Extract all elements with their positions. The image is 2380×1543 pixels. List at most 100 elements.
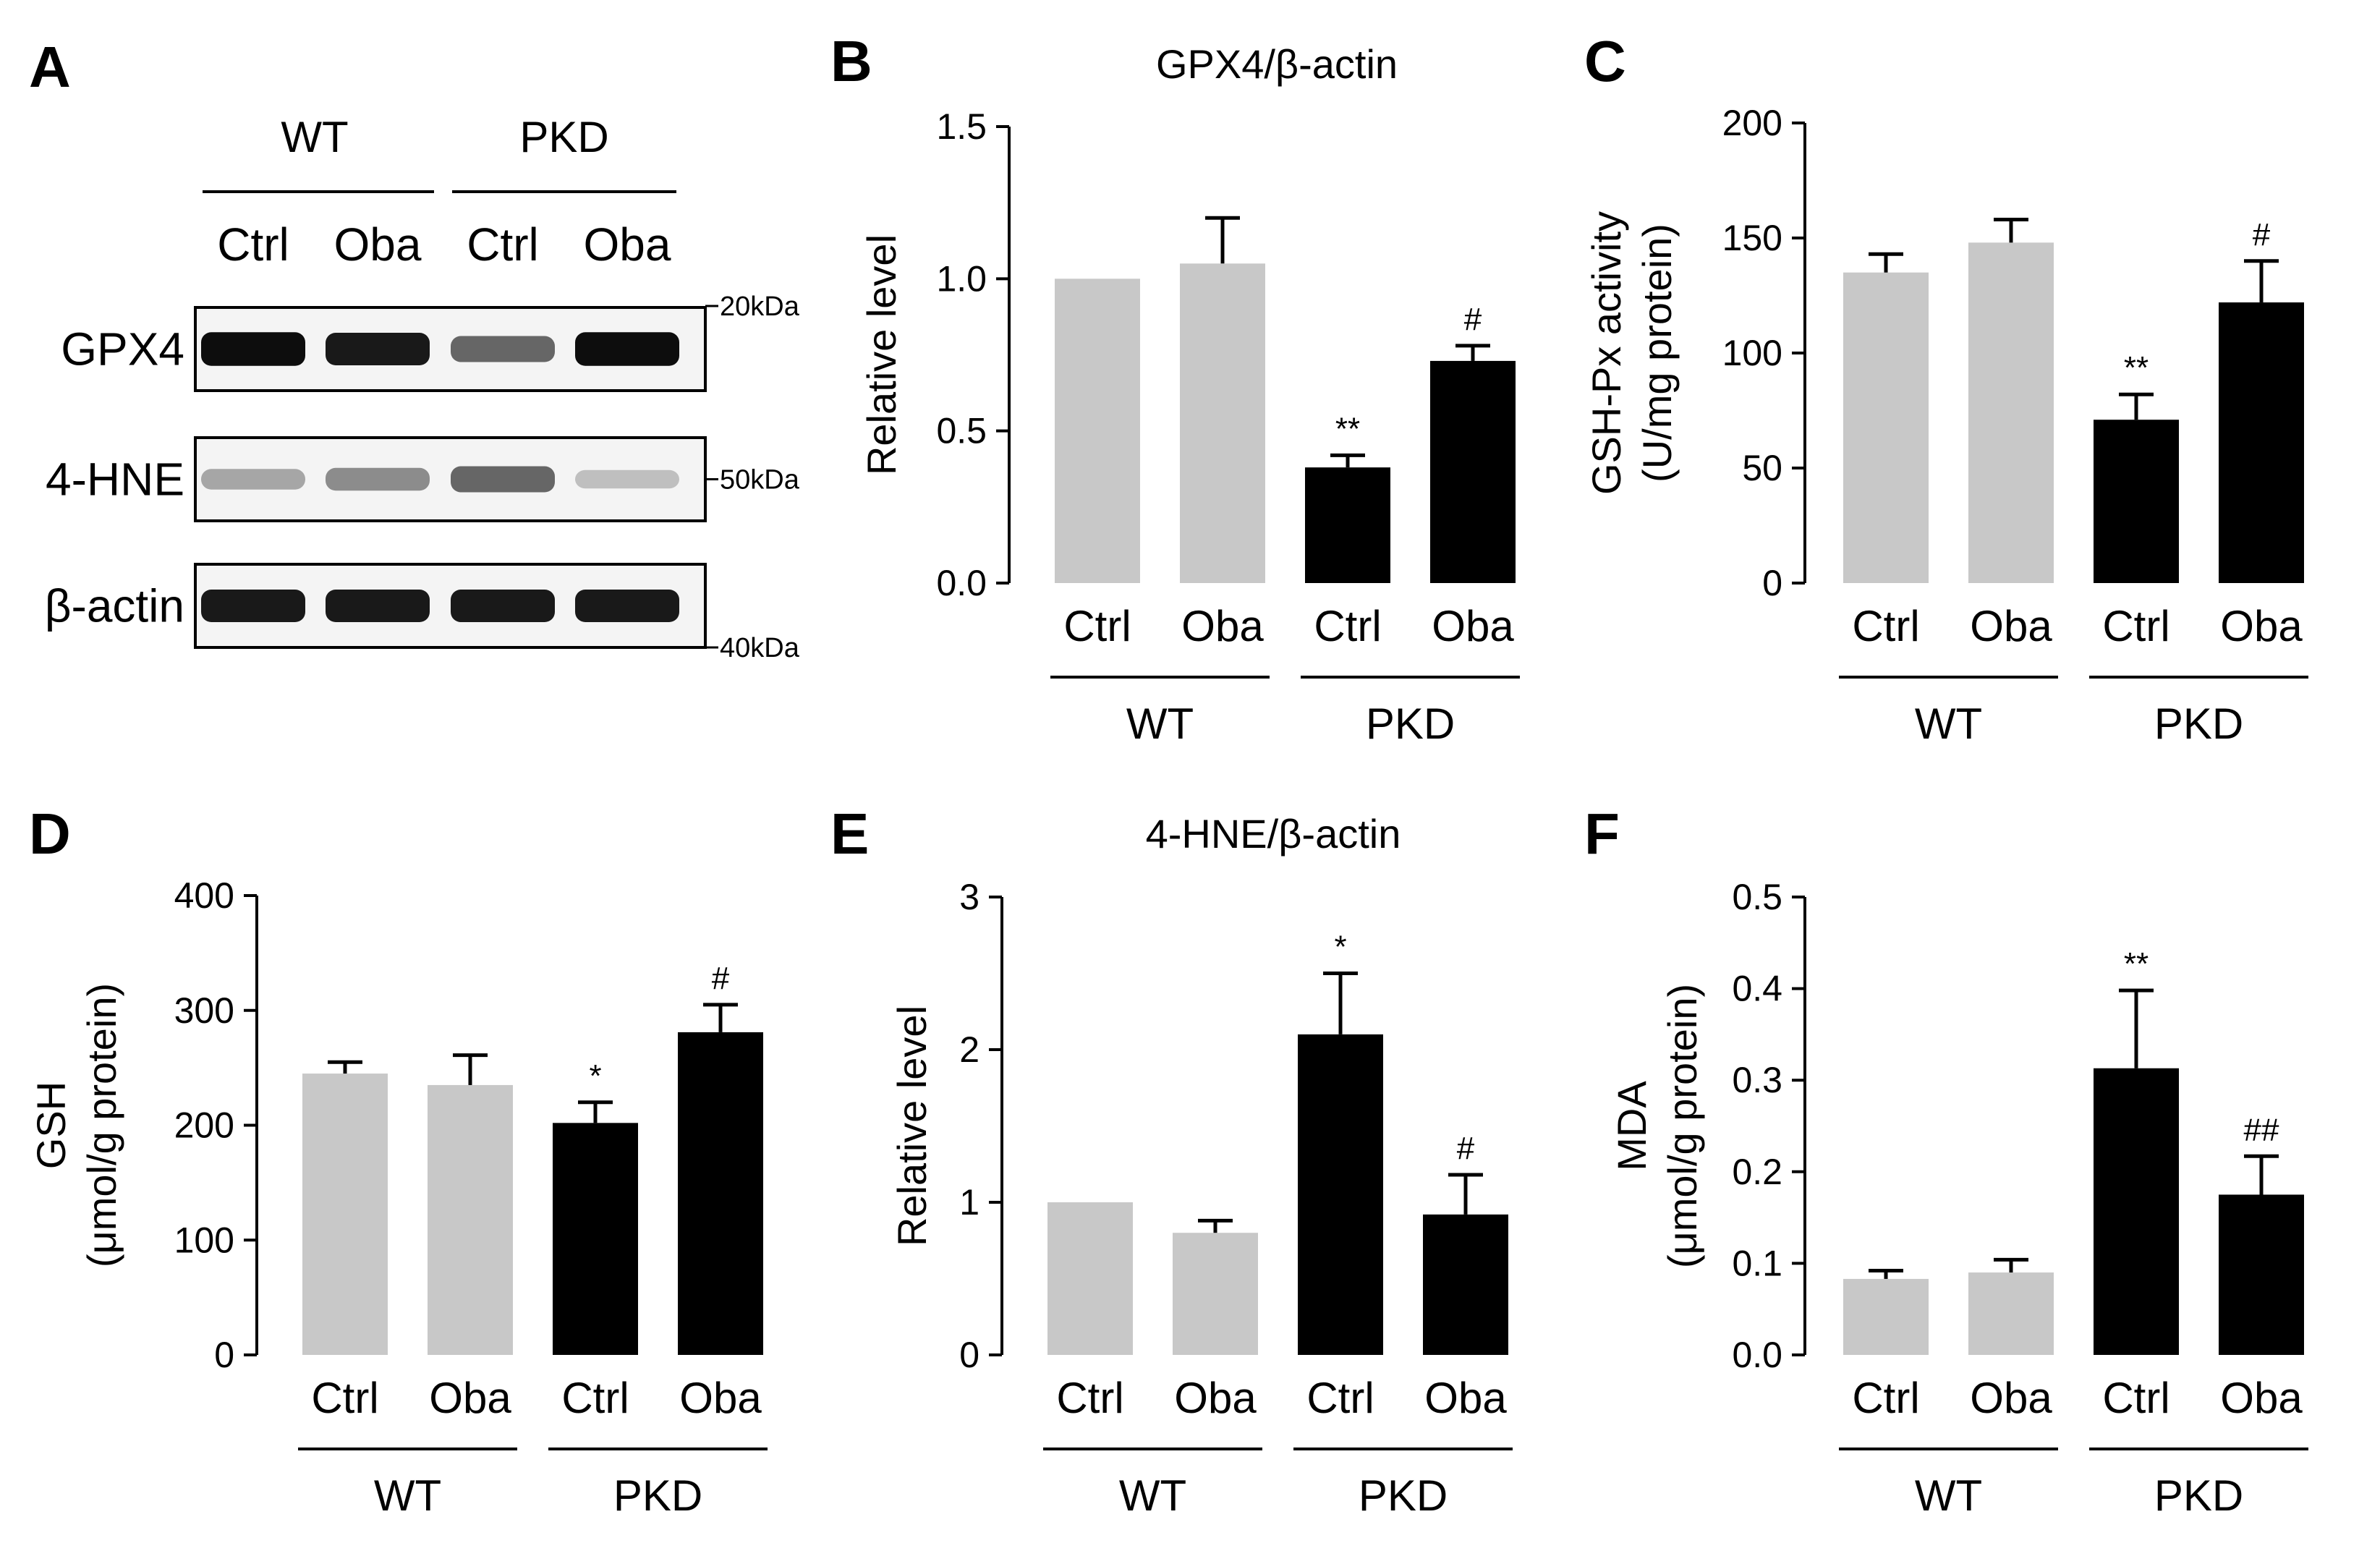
x-category-label: Ctrl (1063, 602, 1131, 650)
y-tick-label: 0.1 (1732, 1243, 1782, 1283)
blot-band (451, 466, 555, 493)
y-tick-label: 0.4 (1732, 969, 1782, 1009)
panel-label-a: A (29, 35, 71, 99)
group-label: PKD (613, 1471, 702, 1520)
panel-f-mda-chart: F 0.0 0.1 0.2 0.3 0.4 0.5 MDA (μmol/g protein) Ct… (1584, 802, 2308, 1520)
y-tick-label: 3 (959, 877, 979, 917)
y-axis-title: (μmol/g protein) (1659, 984, 1705, 1268)
x-category-label: Ctrl (2102, 602, 2169, 650)
bar (1055, 279, 1140, 583)
group-label: WT (1126, 700, 1194, 748)
bar (1968, 1272, 2054, 1355)
x-category-label: Ctrl (1056, 1374, 1123, 1422)
bar (2094, 420, 2179, 583)
group-label: PKD (1359, 1471, 1448, 1520)
group-label: PKD (2154, 700, 2243, 748)
y-tick-label: 1.0 (936, 258, 987, 299)
blot-group-label: PKD (519, 113, 608, 161)
panel-label-b: B (830, 29, 872, 93)
y-tick-label: 400 (174, 875, 234, 916)
chart-title: 4-HNE/β-actin (1146, 811, 1401, 856)
blot-row-label: β-actin (45, 580, 184, 632)
group-label: WT (1915, 1471, 1982, 1520)
significance-marker: * (589, 1058, 601, 1094)
y-tick-label: 200 (1722, 103, 1782, 143)
y-tick-label: 100 (1722, 333, 1782, 373)
y-tick-label: 1.5 (936, 106, 987, 147)
y-tick-label: 50 (1742, 448, 1782, 488)
blot-lane-label: Oba (334, 218, 422, 271)
bar (1047, 1202, 1133, 1355)
x-category-label: Ctrl (1314, 602, 1381, 650)
significance-marker: # (1457, 1131, 1475, 1166)
panel-label-c: C (1584, 29, 1626, 93)
y-tick-label: 2 (959, 1029, 979, 1070)
bar (428, 1084, 513, 1355)
y-tick-label: 0.5 (936, 411, 987, 451)
blot-band (326, 333, 430, 365)
group-label: WT (1119, 1471, 1186, 1520)
blot-band (451, 336, 555, 362)
bar (2094, 1068, 2179, 1355)
panel-a-western-blot: A WT PKD Ctrl Oba Ctrl Oba GPX4 20kDa 4-HNE 50kDa… (29, 35, 800, 663)
bar (1305, 467, 1390, 583)
blot-lane-label: Ctrl (217, 218, 289, 271)
blot-band (201, 332, 305, 366)
x-category-label: Ctrl (2102, 1374, 2169, 1422)
group-label: WT (1915, 700, 1982, 748)
x-category-label: Oba (2220, 602, 2303, 650)
y-axis-title: (U/mg protein) (1634, 224, 1680, 483)
y-axis-title: (μmol/g protein) (79, 983, 124, 1267)
bar (1843, 1278, 1929, 1355)
blot-row-label: GPX4 (61, 323, 184, 375)
bar (2219, 1194, 2304, 1355)
panel-b-gpx4-chart: B GPX4/β-actin 0.0 0.5 1.0 1.5 Relative level C… (830, 29, 1520, 748)
significance-marker: ** (2124, 350, 2149, 386)
bar (302, 1074, 388, 1355)
blot-band (575, 469, 679, 489)
significance-marker: # (2253, 217, 2271, 252)
blot-band (201, 469, 305, 490)
panel-e-4hne-chart: E 4-HNE/β-actin 0 1 2 3 Relative level Ctrl Oba *… (830, 802, 1513, 1520)
x-category-label: Ctrl (1306, 1374, 1374, 1422)
y-tick-label: 1 (959, 1182, 979, 1223)
y-tick-label: 300 (174, 990, 234, 1031)
bar (1968, 242, 2054, 583)
blot-group-label: WT (281, 113, 348, 161)
x-category-label: Oba (1181, 602, 1264, 650)
bar (2219, 302, 2304, 583)
panel-c-gsh-px-chart: C 0 50 100 150 200 GSH-Px activity (U/mg protei… (1584, 29, 2308, 748)
panel-label-d: D (29, 802, 71, 866)
y-axis-title: GSH (28, 1081, 74, 1169)
blot-band (451, 590, 555, 622)
bar (1843, 272, 1929, 583)
x-category-label: Oba (429, 1374, 511, 1422)
bar (1430, 360, 1516, 583)
significance-marker: # (712, 961, 730, 996)
blot-marker-label: 40kDa (720, 633, 800, 663)
panel-d-gsh-chart: D 0 100 200 300 400 GSH (μmol/g protein) Ctrl Oba… (28, 802, 768, 1520)
y-tick-label: 0 (214, 1335, 234, 1375)
significance-marker: ** (1335, 411, 1360, 446)
significance-marker: * (1334, 930, 1346, 965)
y-axis-title: MDA (1609, 1081, 1654, 1171)
bar (1423, 1214, 1508, 1355)
y-tick-label: 0.0 (936, 563, 987, 603)
y-tick-label: 0 (1762, 563, 1782, 603)
x-category-label: Ctrl (311, 1374, 378, 1422)
chart-title: GPX4/β-actin (1156, 41, 1398, 87)
y-tick-label: 200 (174, 1105, 234, 1146)
y-axis-title: GSH-Px activity (1584, 211, 1629, 495)
y-tick-label: 100 (174, 1220, 234, 1260)
y-tick-label: 0.3 (1732, 1060, 1782, 1100)
bar (1173, 1233, 1258, 1355)
panel-label-e: E (830, 802, 869, 866)
blot-band (201, 590, 305, 622)
bar (678, 1032, 763, 1355)
x-category-label: Oba (2220, 1374, 2303, 1422)
bar (1298, 1034, 1383, 1355)
group-label: WT (374, 1471, 441, 1520)
blot-lane-label: Ctrl (467, 218, 539, 271)
y-axis-title: Relative level (859, 234, 904, 475)
